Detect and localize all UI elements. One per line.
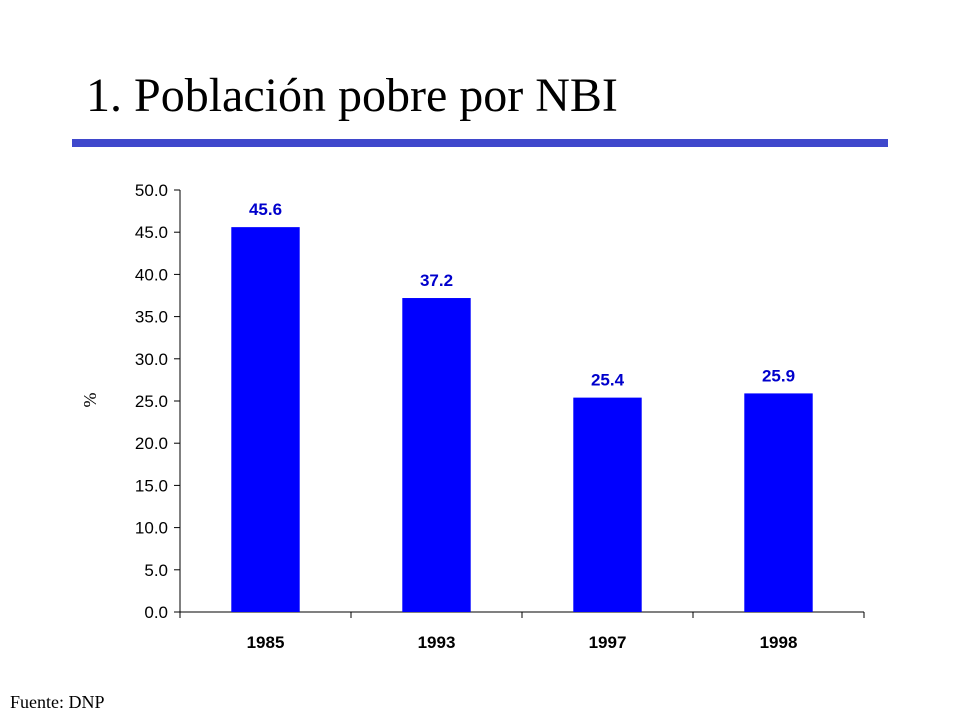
x-tick-label-1985: 1985: [247, 633, 285, 652]
bar-1998: [744, 393, 813, 612]
y-tick-label: 20.0: [135, 434, 168, 453]
y-tick-label: 50.0: [135, 181, 168, 200]
data-label-1998: 25.9: [762, 366, 795, 385]
y-tick-label: 45.0: [135, 223, 168, 242]
source-note: Fuente: DNP: [10, 692, 105, 712]
slide-title: 1. Población pobre por NBI: [86, 69, 618, 122]
y-tick-label: 40.0: [135, 265, 168, 284]
x-tick-label-1998: 1998: [760, 633, 798, 652]
y-tick-label: 5.0: [144, 561, 168, 580]
y-tick-label: 35.0: [135, 308, 168, 327]
title-underline: [72, 139, 888, 147]
y-tick-label: 0.0: [144, 603, 168, 622]
y-tick-label: 15.0: [135, 476, 168, 495]
data-label-1985: 45.6: [249, 200, 282, 219]
x-tick-label-1997: 1997: [589, 633, 627, 652]
y-axis-label: %: [80, 393, 100, 408]
y-tick-label: 25.0: [135, 392, 168, 411]
y-tick-label: 10.0: [135, 519, 168, 538]
bar-1993: [402, 298, 471, 612]
chart-labels: 45.6 1985 37.2 1993 25.4 1997 25.9 1998: [247, 200, 798, 652]
chart-bars: [231, 227, 813, 613]
data-label-1993: 37.2: [420, 271, 453, 290]
bar-1985: [231, 227, 300, 613]
x-tick-label-1993: 1993: [418, 633, 456, 652]
y-tick-label: 30.0: [135, 350, 168, 369]
bar-1997: [573, 397, 642, 612]
data-label-1997: 25.4: [591, 371, 625, 390]
